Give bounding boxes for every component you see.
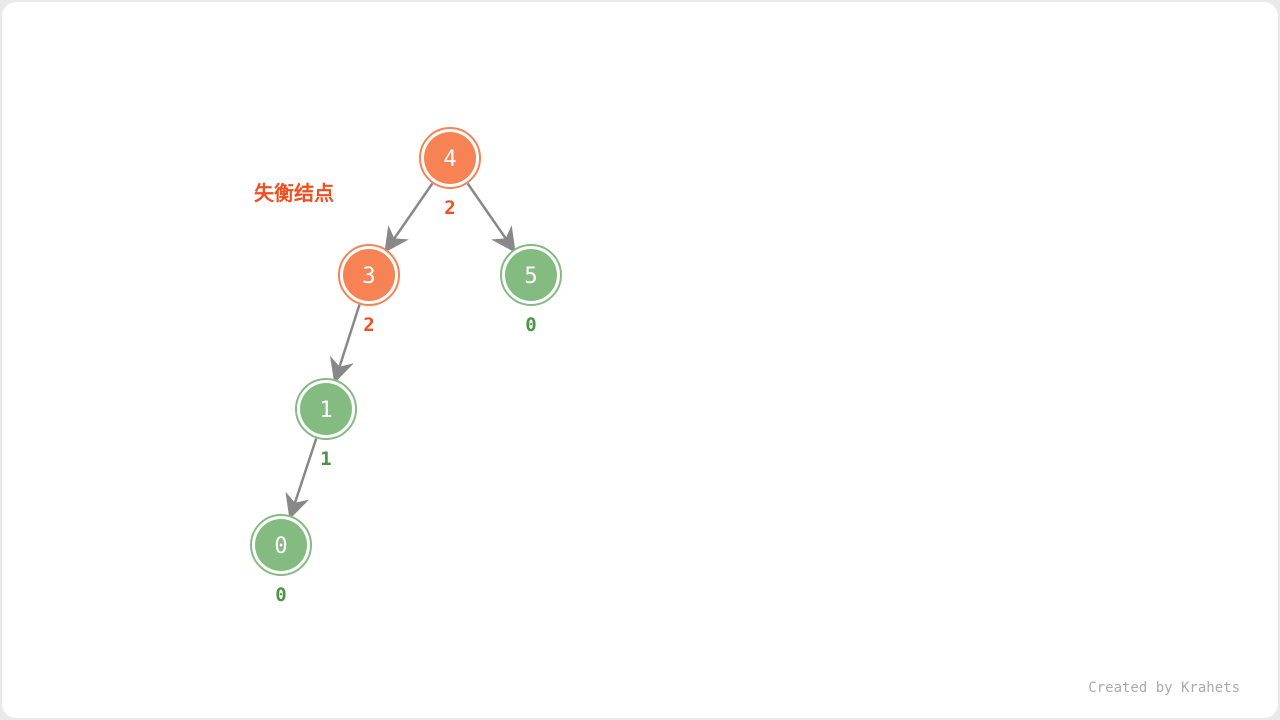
node-height: 2 (363, 314, 374, 336)
tree-node-fill (300, 383, 352, 435)
edge-arrow (466, 182, 516, 253)
tree-node-fill (255, 519, 307, 571)
node-height: 2 (444, 197, 455, 219)
tree-node-fill (424, 132, 476, 184)
edge-arrow (329, 304, 361, 384)
credit-text: Created by Krahets (1088, 680, 1240, 696)
node-height: 1 (320, 448, 331, 470)
node-height: 0 (275, 584, 286, 606)
tree-node-fill (505, 249, 557, 301)
node-value: 5 (524, 264, 537, 289)
unbalanced-node-label: 失衡结点 (254, 181, 334, 205)
node-value: 0 (274, 534, 287, 559)
node-value: 1 (319, 398, 332, 423)
node-height: 0 (525, 314, 536, 336)
tree-node-fill (343, 249, 395, 301)
node-value: 3 (362, 264, 375, 289)
edge-arrow (384, 182, 434, 253)
edge-arrow (285, 438, 318, 520)
node-value: 4 (443, 147, 456, 172)
